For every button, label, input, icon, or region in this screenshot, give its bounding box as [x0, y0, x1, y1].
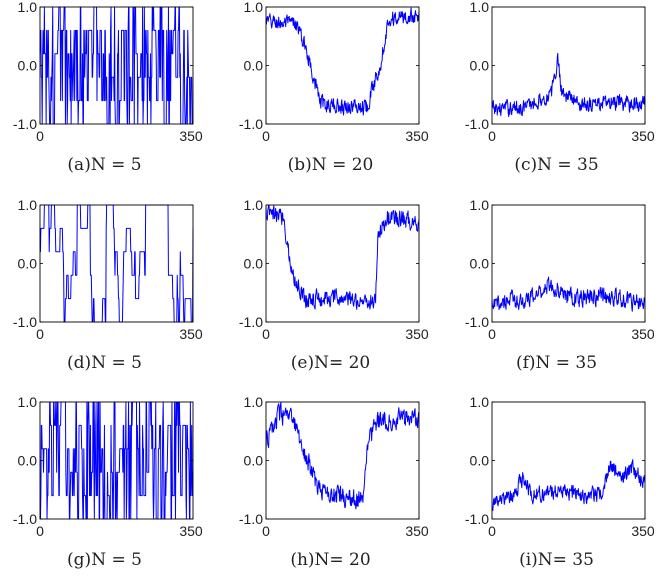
- subplot-caption: (g)N = 5: [67, 550, 142, 570]
- y-tick-label: 1.0: [470, 0, 490, 15]
- series-line: [491, 52, 646, 117]
- y-tick-label: 0.0: [18, 256, 38, 272]
- series-line: [265, 401, 420, 510]
- subplot-caption: (e)N= 20: [291, 353, 370, 373]
- y-tick-label: -1.0: [239, 116, 263, 132]
- series-line: [39, 6, 194, 125]
- y-tick-label: -1.0: [13, 511, 37, 527]
- plot-frame: [265, 204, 420, 323]
- subplot-caption: (i)N= 35: [519, 550, 594, 570]
- y-tick-label: 0.0: [244, 256, 264, 272]
- y-tick-label: 0.0: [470, 256, 490, 272]
- x-tick-label: 0: [36, 326, 44, 342]
- y-tick-label: 1.0: [470, 197, 490, 213]
- y-tick-label: -1.0: [465, 511, 489, 527]
- series-line: [265, 7, 420, 116]
- series-line: [39, 401, 194, 520]
- y-tick-label: -1.0: [13, 314, 37, 330]
- subplot-b: -1.0 0.0 1.0 0 350 (b)N = 20: [239, 0, 429, 175]
- y-tick-label: 0.0: [470, 58, 490, 74]
- y-tick-label: -1.0: [239, 511, 263, 527]
- y-tick-label: -1.0: [239, 314, 263, 330]
- subplot-caption: (f)N = 35: [516, 353, 597, 373]
- y-tick-label: 1.0: [244, 197, 264, 213]
- subplot-caption: (b)N = 20: [288, 155, 374, 175]
- y-tick-label: 1.0: [244, 394, 264, 410]
- x-tick-label: 350: [631, 326, 655, 342]
- x-tick-label: 350: [179, 326, 203, 342]
- series-line: [265, 204, 420, 310]
- x-tick-label: 350: [405, 523, 429, 539]
- x-tick-label: 350: [179, 523, 203, 539]
- subplot-e: -1.0 0.0 1.0 0 350 (e)N= 20: [239, 197, 429, 373]
- subplot-caption: (c)N = 35: [514, 155, 598, 175]
- plot-frame: [491, 401, 646, 520]
- y-tick-label: -1.0: [13, 116, 37, 132]
- x-tick-label: 0: [262, 523, 270, 539]
- y-tick-label: 1.0: [244, 0, 264, 15]
- x-tick-label: 0: [36, 523, 44, 539]
- y-tick-label: 0.0: [18, 58, 38, 74]
- x-tick-label: 350: [631, 523, 655, 539]
- x-tick-label: 350: [179, 128, 203, 144]
- x-tick-label: 350: [405, 326, 429, 342]
- series-line: [39, 204, 194, 323]
- subplot-caption: (h)N= 20: [290, 550, 370, 570]
- series-line: [491, 276, 646, 312]
- y-tick-label: 0.0: [18, 453, 38, 469]
- subplot-h: -1.0 0.0 1.0 0 350 (h)N= 20: [239, 394, 429, 570]
- y-tick-label: -1.0: [465, 314, 489, 330]
- subplot-g: -1.0 0.0 1.0 0 350 (g)N = 5: [13, 394, 203, 570]
- x-tick-label: 0: [488, 523, 496, 539]
- y-tick-label: 1.0: [18, 197, 38, 213]
- y-tick-label: 1.0: [470, 394, 490, 410]
- x-tick-label: 0: [262, 128, 270, 144]
- x-tick-label: 0: [262, 326, 270, 342]
- x-tick-label: 350: [405, 128, 429, 144]
- series-line: [491, 459, 646, 512]
- y-tick-label: -1.0: [465, 116, 489, 132]
- y-tick-label: 0.0: [244, 453, 264, 469]
- subplot-i: -1.0 0.0 1.0 0 350 (i)N= 35: [465, 394, 655, 570]
- subplot-caption: (a)N = 5: [67, 155, 141, 175]
- y-tick-label: 0.0: [244, 58, 264, 74]
- subplot-f: -1.0 0.0 1.0 0 350 (f)N = 35: [465, 197, 655, 373]
- y-tick-label: 0.0: [470, 453, 490, 469]
- x-tick-label: 350: [631, 128, 655, 144]
- x-tick-label: 0: [36, 128, 44, 144]
- x-tick-label: 0: [488, 128, 496, 144]
- subplot-c: -1.0 0.0 1.0 0 350 (c)N = 35: [465, 0, 655, 175]
- y-tick-label: 1.0: [18, 0, 38, 15]
- y-tick-label: 1.0: [18, 394, 38, 410]
- subplot-a: -1.0 0.0 1.0 0 350 (a)N = 5: [13, 0, 203, 175]
- subplot-d: -1.0 0.0 1.0 0 350 (d)N = 5: [13, 197, 203, 373]
- x-tick-label: 0: [488, 326, 496, 342]
- subplot-caption: (d)N = 5: [67, 353, 142, 373]
